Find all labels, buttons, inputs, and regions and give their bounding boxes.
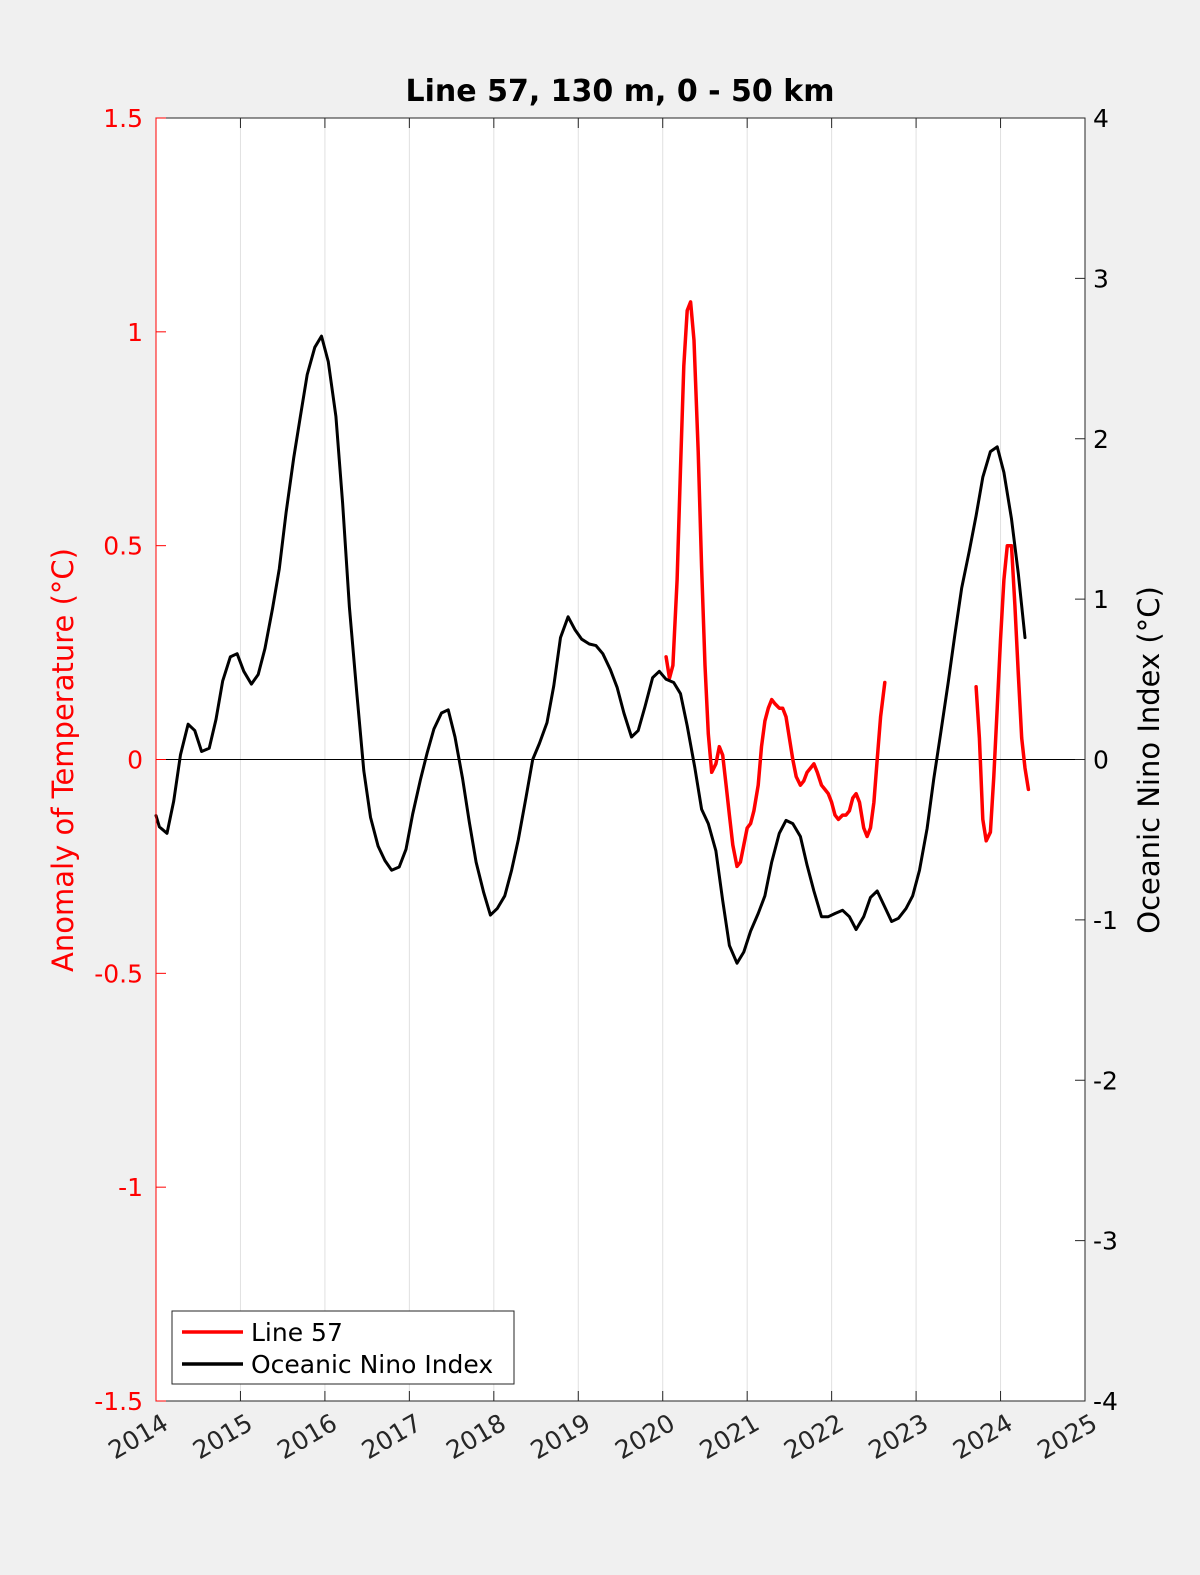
y-left-tick-label: 1: [127, 318, 143, 347]
series-layer: [154, 300, 1031, 965]
y-right-tick-label: 2: [1093, 425, 1109, 454]
y-right-tick-label: 0: [1093, 746, 1109, 775]
y-left-tick-label: -1.5: [94, 1387, 143, 1416]
legend-label-line57: Line 57: [251, 1318, 343, 1347]
y-right-tick-label: -4: [1093, 1387, 1118, 1416]
y-left-tick-label: 1.5: [103, 104, 143, 133]
y-axis-right-label: Oceanic Nino Index (°C): [1132, 586, 1166, 934]
y-left-tick-label: 0.5: [103, 532, 143, 561]
y-left-tick-label: -0.5: [94, 959, 143, 988]
chart-title: Line 57, 130 m, 0 - 50 km: [406, 74, 835, 109]
y-right-tick-label: -1: [1093, 906, 1118, 935]
series-line57-line: [974, 543, 1031, 843]
y-right-tick-label: 1: [1093, 585, 1109, 614]
y-left-tick-label: -1: [118, 1173, 143, 1202]
legend: Line 57 Oceanic Nino Index: [171, 1310, 515, 1385]
y-axis-right: -4 -3 -2 -1 0 1 2 3 4: [1075, 104, 1118, 1416]
y-right-tick-label: 3: [1093, 264, 1109, 293]
y-left-tick-label: 0: [127, 746, 143, 775]
y-right-tick-label: -3: [1093, 1227, 1118, 1256]
y-right-tick-label: 4: [1093, 104, 1109, 133]
y-right-tick-label: -2: [1093, 1066, 1118, 1095]
y-axis-left: -1.5 -1 -0.5 0 0.5 1 1.5: [94, 104, 166, 1416]
y-axis-left-label: Anomaly of Temperature (°C): [46, 548, 80, 972]
legend-box: [171, 1310, 515, 1385]
series-oni-line: [154, 334, 1027, 965]
legend-label-oni: Oceanic Nino Index: [251, 1350, 493, 1379]
series-line57-line: [664, 300, 887, 869]
